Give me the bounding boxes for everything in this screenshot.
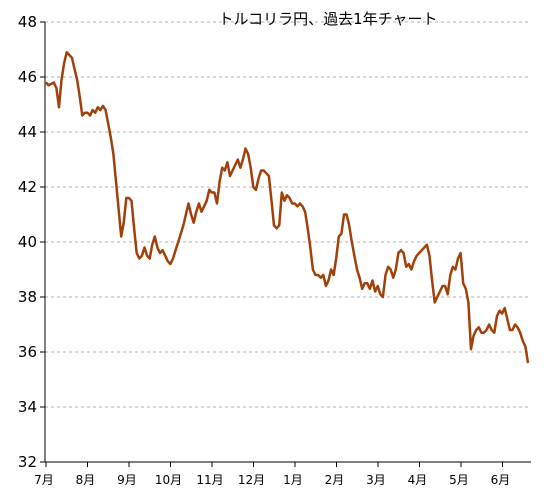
chart-title: トルコリラ円、過去1年チャート: [218, 10, 437, 28]
x-tick-labels: 7月 8月 9月 10月 11月 12月 1月 2月 3月 4月 5月 6月: [34, 462, 510, 487]
x-tick-label: 9月: [117, 473, 137, 487]
x-tick-label: 1月: [283, 473, 303, 487]
y-tick-label: 40: [18, 233, 37, 251]
x-tick-label: 5月: [449, 473, 469, 487]
x-tick-label: 12月: [238, 473, 265, 487]
y-tick-labels: 32 34 36 38 40 42 44 46 48: [18, 13, 45, 471]
x-tick-label: 2月: [325, 473, 345, 487]
y-tick-label: 38: [18, 288, 37, 306]
gridlines: [45, 21, 531, 408]
y-tick-label: 42: [18, 178, 37, 196]
x-tick-label: 6月: [491, 473, 511, 487]
x-tick-label: 11月: [196, 473, 223, 487]
series-line: [45, 51, 530, 364]
y-tick-label: 48: [18, 13, 37, 31]
x-tick-label: 7月: [34, 473, 54, 487]
y-tick-label: 36: [18, 343, 37, 361]
series-layer: [45, 51, 530, 364]
y-tick-label: 46: [18, 68, 37, 86]
y-tick-label: 44: [18, 123, 37, 141]
y-tick-label: 34: [18, 398, 37, 416]
y-tick-label: 32: [18, 453, 37, 471]
x-tick-label: 10月: [155, 473, 182, 487]
x-tick-label: 3月: [366, 473, 386, 487]
x-tick-label: 4月: [408, 473, 428, 487]
x-tick-label: 8月: [76, 473, 96, 487]
